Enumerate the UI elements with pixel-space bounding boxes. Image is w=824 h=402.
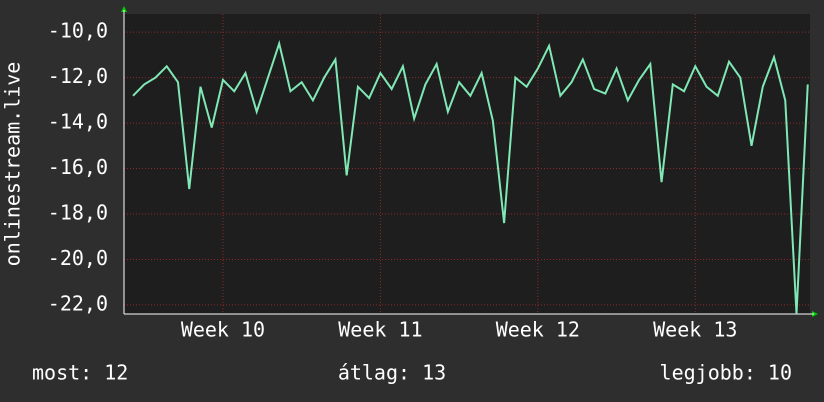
y-tick-label: -16,0	[48, 155, 108, 179]
x-tick-label: Week 10	[181, 318, 265, 342]
x-tick-label: Week 13	[653, 318, 737, 342]
plot-area	[124, 14, 810, 314]
y-tick-label: -22,0	[48, 291, 108, 315]
y-axis-label: onlinestream.live	[1, 62, 25, 267]
y-tick-label: -20,0	[48, 246, 108, 270]
y-tick-label: -10,0	[48, 19, 108, 43]
y-tick-label: -14,0	[48, 110, 108, 134]
x-tick-label: Week 12	[496, 318, 580, 342]
x-tick-label: Week 11	[338, 318, 422, 342]
axis-arrow	[121, 6, 127, 12]
footer-text: most: 12	[32, 361, 128, 385]
y-tick-label: -18,0	[48, 201, 108, 225]
data-line	[132, 39, 809, 315]
footer-text: átlag: 13	[338, 361, 446, 385]
axis-arrow	[812, 311, 818, 317]
y-tick-label: -12,0	[48, 64, 108, 88]
footer-text: legjobb: 10	[660, 361, 792, 385]
